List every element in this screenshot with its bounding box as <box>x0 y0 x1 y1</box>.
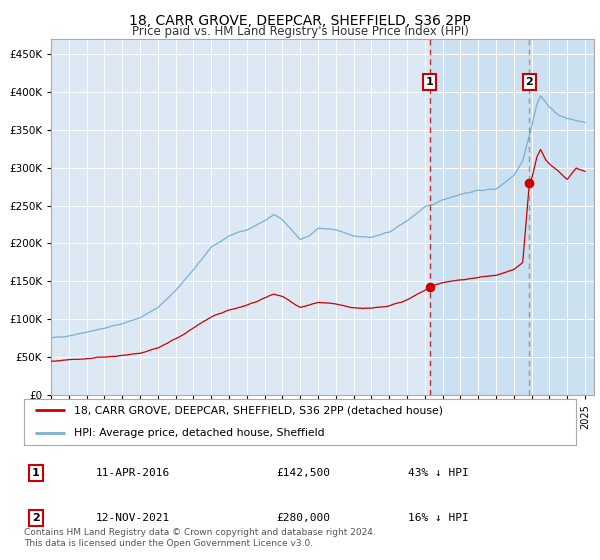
Text: HPI: Average price, detached house, Sheffield: HPI: Average price, detached house, Shef… <box>74 428 325 438</box>
Text: 18, CARR GROVE, DEEPCAR, SHEFFIELD, S36 2PP (detached house): 18, CARR GROVE, DEEPCAR, SHEFFIELD, S36 … <box>74 405 443 416</box>
Text: £142,500: £142,500 <box>276 468 330 478</box>
Text: Price paid vs. HM Land Registry's House Price Index (HPI): Price paid vs. HM Land Registry's House … <box>131 25 469 38</box>
Text: 1: 1 <box>426 77 434 87</box>
Text: 11-APR-2016: 11-APR-2016 <box>96 468 170 478</box>
Text: 12-NOV-2021: 12-NOV-2021 <box>96 513 170 523</box>
Text: Contains HM Land Registry data © Crown copyright and database right 2024.
This d: Contains HM Land Registry data © Crown c… <box>24 528 376 548</box>
Text: 2: 2 <box>526 77 533 87</box>
Text: 16% ↓ HPI: 16% ↓ HPI <box>408 513 469 523</box>
Text: £280,000: £280,000 <box>276 513 330 523</box>
Text: 1: 1 <box>32 468 40 478</box>
Text: 2: 2 <box>32 513 40 523</box>
Text: 43% ↓ HPI: 43% ↓ HPI <box>408 468 469 478</box>
Text: 18, CARR GROVE, DEEPCAR, SHEFFIELD, S36 2PP: 18, CARR GROVE, DEEPCAR, SHEFFIELD, S36 … <box>129 14 471 28</box>
Bar <box>430 39 594 395</box>
